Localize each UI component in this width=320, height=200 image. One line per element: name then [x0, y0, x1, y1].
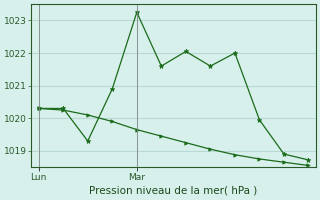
X-axis label: Pression niveau de la mer( hPa ): Pression niveau de la mer( hPa ) — [90, 186, 258, 196]
